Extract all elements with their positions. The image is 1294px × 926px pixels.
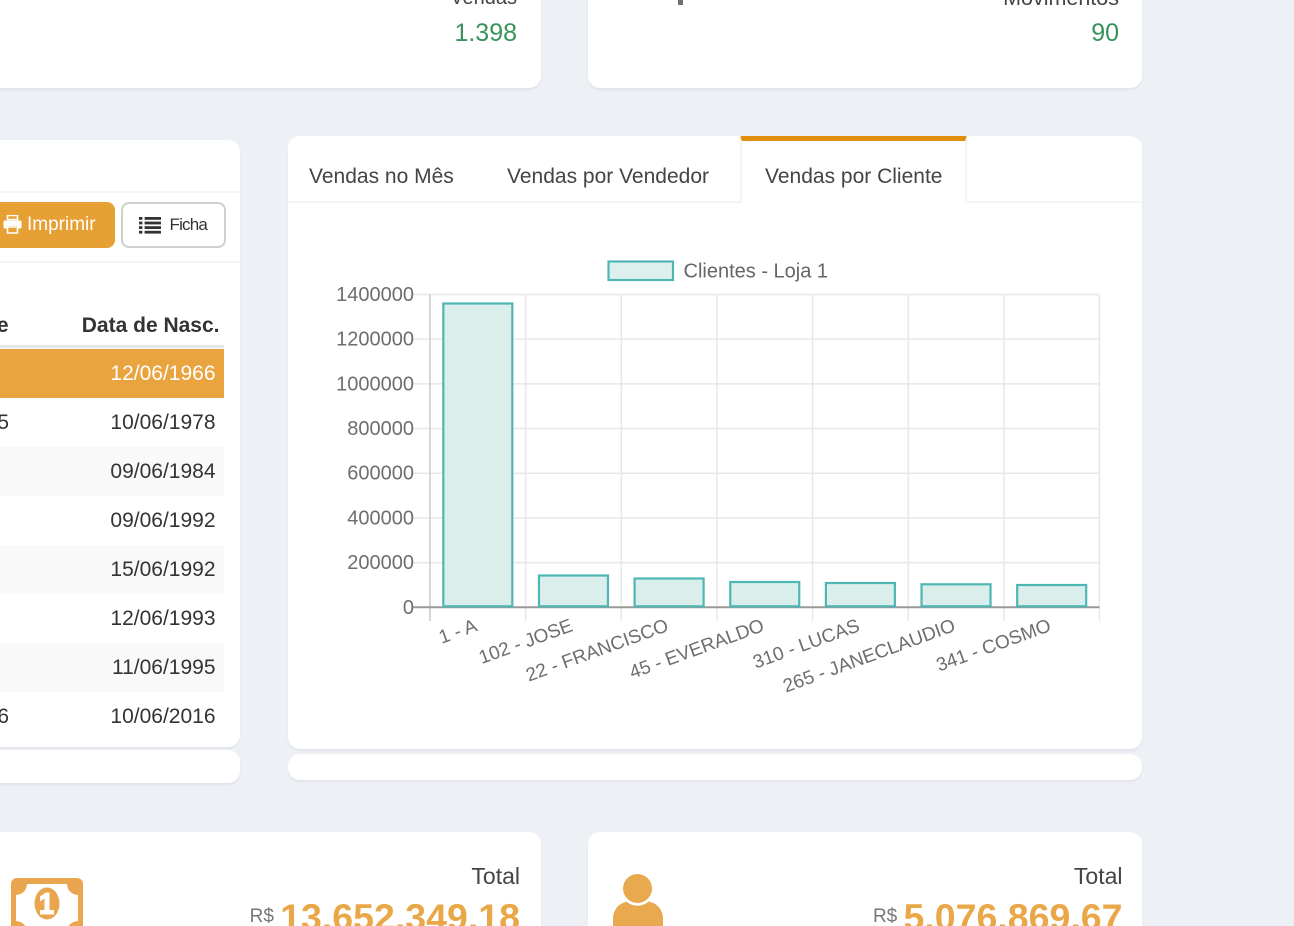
svg-text:1 - A: 1 - A bbox=[436, 615, 480, 648]
svg-text:600000: 600000 bbox=[347, 463, 414, 485]
svg-text:1000000: 1000000 bbox=[336, 373, 414, 395]
svg-text:800000: 800000 bbox=[347, 418, 414, 440]
svg-text:200000: 200000 bbox=[347, 552, 414, 574]
svg-text:400000: 400000 bbox=[347, 507, 414, 529]
svg-text:1400000: 1400000 bbox=[336, 284, 414, 306]
svg-text:Clientes - Loja 1: Clientes - Loja 1 bbox=[684, 261, 829, 283]
svg-text:0: 0 bbox=[403, 597, 414, 619]
svg-text:265 - JANECLAUDIO: 265 - JANECLAUDIO bbox=[780, 615, 958, 697]
svg-text:1200000: 1200000 bbox=[336, 329, 414, 351]
